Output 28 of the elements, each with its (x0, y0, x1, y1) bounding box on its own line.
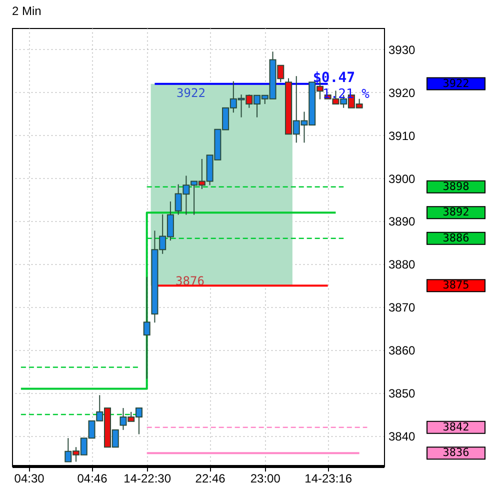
text: 3898 (442, 180, 470, 193)
y-tick-label: 3910 (388, 128, 416, 143)
annotation: 3922 (176, 86, 206, 100)
x-tick-label: 14-22:30 (124, 472, 172, 486)
y-tick-label: 3920 (388, 86, 416, 100)
x-tick-label: 22:46 (195, 472, 226, 486)
x-tick-label: 04:30 (14, 472, 45, 486)
y-tick-label: 3860 (388, 344, 416, 358)
text: 3922 (442, 76, 470, 90)
y-tick-label: 3900 (388, 172, 416, 186)
y-tick-label: 3870 (388, 300, 416, 315)
text: 3875 (442, 278, 470, 292)
annotation: 3876 (176, 274, 204, 288)
y-tick-label: 3850 (388, 386, 416, 400)
x-tick-label: 04:46 (77, 472, 108, 486)
text: 3842 (442, 420, 470, 434)
y-tick-label: 3880 (388, 258, 416, 272)
y-tick-label: 3890 (388, 214, 416, 229)
chart-title: 2 Min (12, 4, 42, 18)
candlestick (143, 276, 150, 380)
x-tick-label: 14-23:16 (304, 472, 352, 486)
text: 3892 (442, 206, 470, 219)
annotation: $0.47 (312, 70, 356, 86)
text: 3886 (442, 231, 470, 244)
y-tick-label: 3840 (388, 429, 416, 444)
x-tick-label: 23:00 (250, 472, 281, 486)
text: 3836 (442, 446, 470, 460)
y-tick-label: 3930 (388, 42, 416, 57)
